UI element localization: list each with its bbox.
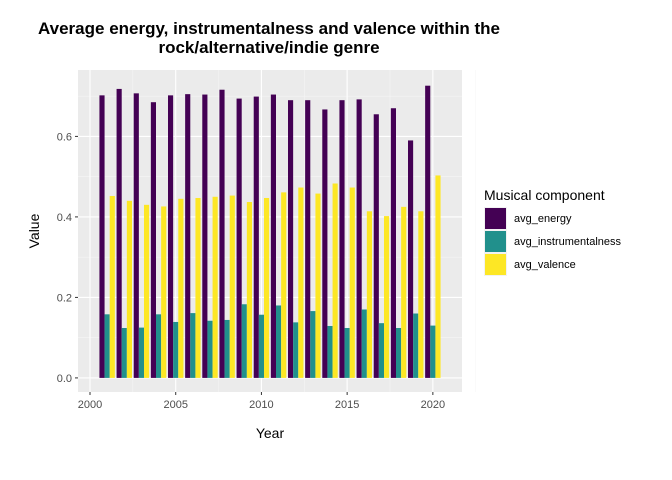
- bar-avg_valence-2011: [281, 192, 287, 378]
- x-tick-label: 2010: [249, 399, 273, 411]
- chart-title-line2: rock/alternative/indie genre: [158, 38, 379, 57]
- bar-avg_valence-2004: [161, 206, 167, 378]
- bar-avg_instrumentalness-2001: [104, 314, 110, 378]
- bar-avg_energy-2013: [305, 100, 311, 378]
- bar-avg_instrumentalness-2003: [138, 327, 144, 378]
- bar-avg_energy-2007: [202, 94, 208, 378]
- bar-avg_valence-2003: [144, 204, 150, 378]
- bar-avg_instrumentalness-2009: [241, 304, 247, 378]
- bar-avg_energy-2009: [236, 98, 242, 378]
- bar-avg_instrumentalness-2005: [173, 321, 179, 378]
- bar-avg_instrumentalness-2012: [293, 322, 299, 378]
- bar-avg_energy-2004: [150, 102, 156, 378]
- x-tick-label: 2020: [421, 399, 445, 411]
- bar-avg_valence-2007: [212, 196, 218, 378]
- bar-avg_instrumentalness-2014: [327, 325, 333, 378]
- y-tick-label: 0.0: [57, 373, 72, 385]
- legend-swatch-avg_instrumentalness: [485, 231, 506, 252]
- bar-avg_valence-2016: [366, 211, 372, 378]
- bar-avg_energy-2018: [390, 108, 396, 378]
- bar-avg_energy-2006: [185, 94, 191, 378]
- bars-group: [99, 85, 441, 378]
- bar-avg_instrumentalness-2011: [276, 305, 282, 378]
- bar-avg_valence-2008: [229, 195, 235, 378]
- bar-avg_instrumentalness-2017: [378, 323, 384, 378]
- y-tick-label: 0.2: [57, 292, 72, 304]
- y-axis-ticks: 0.0 0.2 0.4 0.6: [57, 131, 78, 385]
- x-axis-title: Year: [256, 425, 285, 441]
- bar-avg_energy-2016: [356, 99, 362, 378]
- y-axis-title: Value: [26, 213, 42, 248]
- bar-avg_valence-2009: [246, 202, 252, 378]
- bar-avg_energy-2001: [99, 95, 105, 378]
- x-tick-label: 2000: [78, 399, 102, 411]
- x-axis-ticks: 2000 2005 2010 2015 2020: [78, 392, 445, 411]
- bar-avg_energy-2015: [339, 100, 345, 378]
- bar-avg_instrumentalness-2006: [190, 313, 196, 378]
- legend-label-avg_valence: avg_valence: [514, 259, 576, 271]
- legend-swatch-avg_energy: [485, 208, 506, 229]
- bar-avg_energy-2003: [133, 93, 139, 378]
- bar-avg_valence-2018: [401, 206, 407, 378]
- y-tick-label: 0.6: [57, 131, 72, 143]
- bar-avg_instrumentalness-2004: [156, 314, 162, 378]
- chart-title-line1: Average energy, instrumentalness and val…: [38, 19, 500, 38]
- legend-title: Musical component: [484, 187, 605, 203]
- bar-avg_energy-2012: [288, 100, 294, 378]
- bar-avg_instrumentalness-2007: [207, 320, 213, 378]
- bar-avg_valence-2013: [315, 193, 321, 378]
- bar-avg_energy-2008: [219, 89, 225, 378]
- x-tick-label: 2015: [335, 399, 359, 411]
- bar-avg_instrumentalness-2013: [310, 311, 316, 378]
- legend-swatch-avg_valence: [485, 254, 506, 275]
- y-tick-label: 0.4: [57, 212, 72, 224]
- bar-avg_energy-2010: [253, 96, 259, 378]
- x-tick-label: 2005: [163, 399, 187, 411]
- bar-avg_energy-2005: [168, 95, 174, 378]
- bar-avg_instrumentalness-2019: [413, 313, 419, 378]
- bar-avg_instrumentalness-2010: [258, 314, 264, 378]
- bar-avg_valence-2005: [178, 198, 184, 378]
- bar-avg_energy-2017: [373, 114, 379, 378]
- bar-avg_valence-2017: [384, 216, 390, 378]
- bar-avg_valence-2006: [195, 197, 201, 378]
- legend-label-avg_instrumentalness: avg_instrumentalness: [514, 236, 622, 248]
- legend: avg_energy avg_instrumentalness avg_valenc…: [484, 207, 622, 276]
- bar-avg_instrumentalness-2015: [344, 328, 350, 378]
- bar-avg_instrumentalness-2016: [361, 309, 367, 378]
- bar-avg_energy-2002: [116, 88, 122, 378]
- bar-avg_valence-2010: [264, 197, 270, 378]
- bar-avg_valence-2012: [298, 187, 304, 378]
- bar-avg_valence-2002: [126, 200, 132, 378]
- bar-avg_energy-2019: [408, 140, 414, 378]
- bar-avg_energy-2011: [270, 94, 276, 378]
- bar-avg_valence-2020: [435, 175, 441, 378]
- bar-avg_valence-2014: [332, 183, 338, 378]
- bar-avg_valence-2019: [418, 211, 424, 378]
- bar-avg_valence-2001: [109, 195, 115, 378]
- bar-avg_instrumentalness-2020: [430, 325, 436, 378]
- bar-avg_valence-2015: [349, 187, 355, 378]
- bar-avg_instrumentalness-2008: [224, 319, 230, 378]
- bar-avg_energy-2020: [425, 85, 431, 378]
- bar-avg_energy-2014: [322, 109, 328, 378]
- bar-avg_instrumentalness-2018: [396, 328, 402, 378]
- legend-label-avg_energy: avg_energy: [514, 213, 572, 225]
- bar-avg_instrumentalness-2002: [121, 328, 127, 378]
